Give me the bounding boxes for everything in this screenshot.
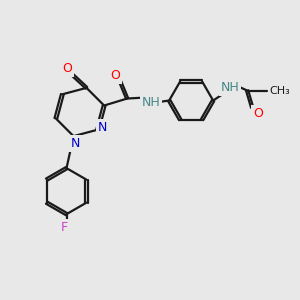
- Text: N: N: [98, 121, 107, 134]
- Text: NH: NH: [142, 96, 161, 109]
- Text: NH: NH: [221, 81, 239, 94]
- Text: O: O: [62, 62, 72, 75]
- Text: O: O: [110, 69, 120, 82]
- Text: F: F: [61, 220, 68, 234]
- Text: O: O: [253, 107, 263, 120]
- Text: CH₃: CH₃: [269, 85, 290, 95]
- Text: N: N: [71, 136, 80, 150]
